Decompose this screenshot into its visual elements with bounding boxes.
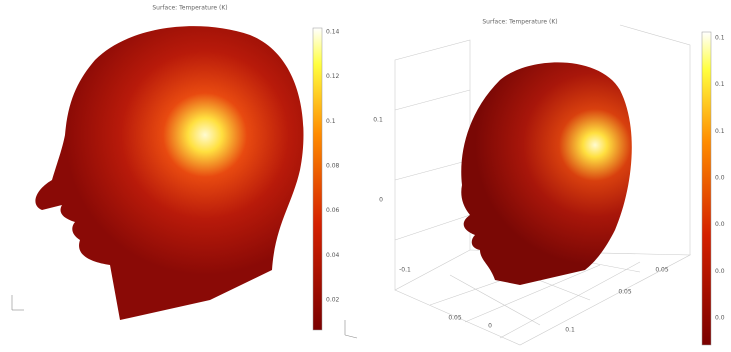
- colorbar-label: 0.0: [715, 175, 725, 182]
- axis-label: -0.1: [399, 267, 411, 274]
- axis-label: 0: [379, 197, 383, 204]
- colorbar-label: 0.08: [326, 163, 340, 170]
- head: [35, 26, 304, 321]
- axis-label: 0.1: [565, 327, 575, 334]
- colorbar-label: 0.14: [326, 29, 340, 36]
- panel-title: Surface: Temperature (K): [152, 5, 227, 12]
- panel-title: Surface: Temperature (K): [482, 19, 557, 26]
- colorbar-label: 0.1: [715, 128, 725, 135]
- axis-label: 0.1: [373, 117, 383, 124]
- axis-label: 0.05: [448, 315, 462, 322]
- axis-labels: 0.1 0 -0.1 0.05 0 0.1 0.05 0.05: [373, 117, 669, 334]
- axis-label: 0.05: [655, 267, 669, 274]
- colorbar-label: 0.02: [326, 297, 340, 304]
- colorbar-label: 0.04: [326, 252, 340, 259]
- colorbar-label: 0.1: [326, 118, 336, 125]
- colorbar-label: 0.1: [715, 81, 725, 88]
- colorbar-labels: 0.1 0.1 0.1 0.0 0.0 0.0 0.0: [715, 35, 725, 322]
- colorbar-label: 0.1: [715, 35, 725, 42]
- colorbar-label: 0.0: [715, 315, 725, 322]
- colorbar: [701, 31, 712, 346]
- colorbar-label: 0.0: [715, 268, 725, 275]
- colorbar-label: 0.06: [326, 207, 340, 214]
- colorbar: [312, 27, 323, 331]
- colorbar-label: 0.0: [715, 221, 725, 228]
- axis-label: 0: [488, 323, 492, 330]
- colorbar-labels: 0.14 0.12 0.1 0.08 0.06 0.04 0.02: [326, 29, 340, 304]
- axis-triad: [11, 295, 358, 339]
- head: [461, 62, 632, 285]
- colorbar-label: 0.12: [326, 73, 340, 80]
- axis-label: 0.05: [618, 289, 632, 296]
